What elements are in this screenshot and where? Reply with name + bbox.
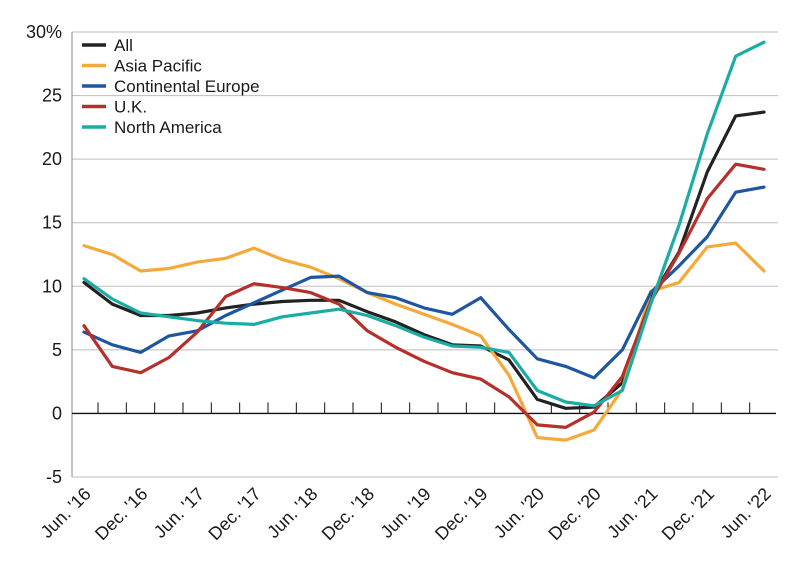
series-line-u-k xyxy=(82,162,766,429)
x-tick-label: Jun. '22 xyxy=(717,484,775,542)
x-tick-label: Dec. '16 xyxy=(91,484,151,544)
x-tick-label: Dec. '19 xyxy=(431,484,491,544)
x-tick-label: Dec. '20 xyxy=(544,484,604,544)
legend-label: U.K. xyxy=(114,98,147,117)
y-tick-label: 0 xyxy=(52,403,62,423)
x-tick-label: Dec. '18 xyxy=(318,484,378,544)
legend-label: North America xyxy=(114,118,222,137)
x-tick-label: Jun. '19 xyxy=(377,484,435,542)
gridlines xyxy=(72,31,778,478)
y-tick-label: 25 xyxy=(42,86,62,106)
x-tick-label: Jun. '16 xyxy=(37,484,95,542)
legend-label: Continental Europe xyxy=(114,77,260,96)
legend-label: All xyxy=(114,36,133,55)
x-tick-label: Dec. '21 xyxy=(658,484,718,544)
y-tick-label: 20 xyxy=(42,149,62,169)
series-lines xyxy=(82,40,766,442)
y-tick-label: 15 xyxy=(42,213,62,233)
y-axis-tick-labels: 30% 25 20 15 10 5 0 -5 xyxy=(26,22,62,487)
y-tick-label: 30% xyxy=(26,22,62,42)
legend-label: Asia Pacific xyxy=(114,57,202,76)
series-line-all xyxy=(82,110,766,410)
y-tick-label: -5 xyxy=(46,467,62,487)
x-tick-label: Jun. '18 xyxy=(263,484,321,542)
x-tick-label: Jun. '20 xyxy=(490,484,548,542)
axes xyxy=(71,32,776,477)
x-tick-label: Dec. '17 xyxy=(204,484,264,544)
x-tick-label: Jun. '21 xyxy=(603,484,661,542)
y-tick-label: 10 xyxy=(42,276,62,296)
y-tick-label: 5 xyxy=(52,340,62,360)
series-line-north-america xyxy=(82,40,766,408)
x-tick-label: Jun. '17 xyxy=(150,484,208,542)
